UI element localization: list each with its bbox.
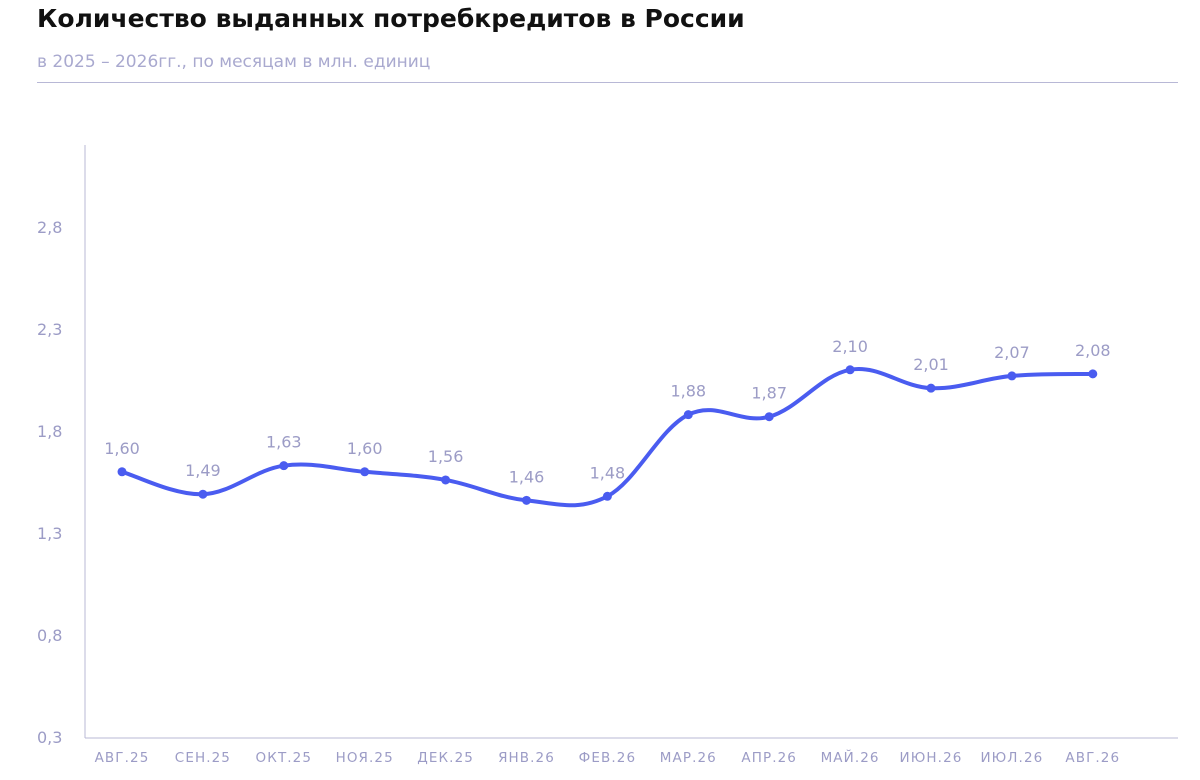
data-point: [522, 495, 531, 505]
data-label: 1,60: [347, 439, 383, 458]
x-tick-label: НОЯ.25: [336, 750, 394, 766]
data-label: 1,87: [751, 384, 787, 403]
data-label: 2,10: [832, 337, 868, 356]
data-label: 1,49: [185, 461, 221, 480]
x-tick-label: ДЕК.25: [417, 750, 474, 766]
data-label: 1,88: [670, 382, 706, 401]
data-point: [683, 410, 693, 420]
x-tick-label: АПР.26: [741, 750, 797, 766]
data-label: 2,07: [994, 343, 1030, 362]
x-tick-label: ИЮН.26: [900, 750, 963, 766]
x-tick-label: ИЮЛ.26: [980, 750, 1043, 766]
x-tick-label: АВГ.26: [1065, 750, 1120, 766]
data-point: [926, 383, 936, 393]
x-tick-label: МАР.26: [660, 750, 717, 766]
data-label: 1,46: [509, 467, 545, 486]
y-tick-label: 1,8: [37, 422, 62, 441]
data-point: [1088, 369, 1098, 379]
x-tick-label: ОКТ.25: [256, 750, 313, 766]
chart-title: Количество выданных потребкредитов в Рос…: [37, 4, 745, 33]
data-label: 1,60: [104, 439, 140, 458]
x-tick-label: АВГ.25: [95, 750, 150, 766]
data-point: [845, 365, 855, 375]
y-tick-label: 0,3: [37, 728, 62, 747]
y-tick-label: 0,8: [37, 626, 62, 645]
data-point: [360, 467, 370, 477]
data-point: [117, 467, 127, 477]
data-point: [198, 489, 208, 499]
data-point: [602, 491, 612, 501]
data-point: [441, 475, 451, 485]
data-label: 2,01: [913, 355, 949, 374]
header-divider: [37, 82, 1178, 83]
y-tick-label: 2,3: [37, 320, 62, 339]
chart-subtitle: в 2025 – 2026гг., по месяцам в млн. един…: [37, 52, 431, 72]
data-label: 1,56: [428, 447, 464, 466]
data-point: [1007, 371, 1017, 381]
x-tick-label: СЕН.25: [175, 750, 231, 766]
y-tick-label: 1,3: [37, 524, 62, 543]
y-tick-label: 2,8: [37, 218, 62, 237]
data-point: [279, 461, 289, 471]
data-label: 1,63: [266, 433, 302, 452]
x-tick-label: ФЕВ.26: [579, 750, 636, 766]
x-tick-label: МАЙ.26: [821, 748, 880, 766]
data-label: 2,08: [1075, 341, 1111, 360]
data-label: 1,48: [590, 463, 626, 482]
data-point: [764, 412, 774, 422]
x-tick-label: ЯНВ.26: [498, 750, 555, 766]
